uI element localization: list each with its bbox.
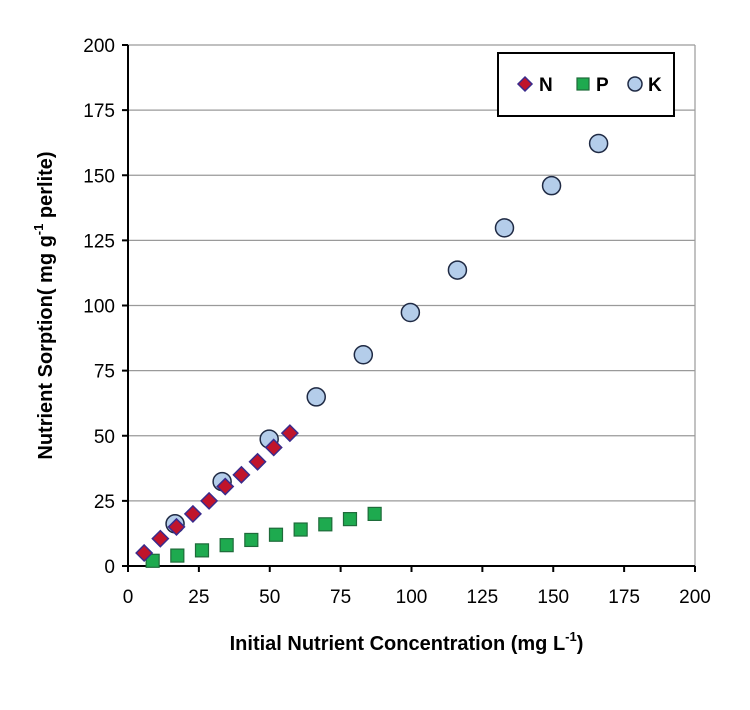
point-n	[167, 517, 186, 536]
point-p	[194, 543, 210, 558]
point-k	[541, 175, 562, 196]
legend-label-n: N	[539, 75, 553, 96]
point-k	[588, 133, 609, 154]
x-tick-label: 175	[608, 587, 640, 608]
legend-label-p: P	[596, 75, 609, 96]
point-n	[280, 424, 299, 443]
point-p	[145, 553, 160, 568]
legend-diamond-marker	[516, 75, 534, 93]
point-p	[342, 512, 358, 527]
y-tick-label: 175	[83, 101, 115, 122]
point-k	[447, 260, 468, 280]
point-k	[494, 218, 515, 238]
y-tick-label: 75	[94, 362, 115, 383]
point-p	[367, 506, 382, 521]
x-tick-label: 50	[259, 587, 280, 608]
data-points	[135, 133, 609, 568]
x-tick-label: 0	[123, 587, 134, 608]
legend-item-k: K	[627, 75, 662, 96]
axes	[122, 44, 696, 572]
y-axis-title-superscript: -1	[31, 224, 46, 236]
legend-label-k: K	[648, 75, 662, 96]
legend-item-p: P	[576, 75, 609, 96]
y-axis-title-main: Nutrient Sorption( mg g	[35, 235, 57, 459]
point-n	[248, 452, 267, 471]
point-n	[151, 529, 170, 548]
point-p	[268, 527, 284, 542]
y-tick-label: 25	[94, 492, 115, 513]
point-p	[318, 517, 333, 532]
x-tick-label: 150	[537, 587, 569, 608]
tick-labels: 0 25 50 75 100 125 150 175 200 0 25 50 75 100 125 150 17…	[83, 36, 711, 608]
y-tick-label: 0	[104, 557, 115, 578]
point-n	[200, 491, 219, 510]
x-axis-title-end: )	[577, 633, 584, 655]
x-axis-title: Initial Nutrient Concentration (mg L-1)	[230, 629, 584, 655]
point-n	[183, 504, 202, 523]
x-tick-label: 200	[679, 587, 711, 608]
x-tick-label: 100	[396, 587, 428, 608]
legend-square-marker	[576, 77, 590, 91]
y-axis-title-end: perlite)	[35, 151, 57, 223]
x-tick-label: 125	[467, 587, 499, 608]
x-tick-label: 25	[188, 587, 209, 608]
point-p	[244, 532, 259, 548]
point-n	[232, 465, 251, 484]
point-n	[216, 477, 235, 496]
y-axis-title: Nutrient Sorption( mg g-1 perlite)	[31, 151, 57, 459]
legend-circle-marker	[627, 76, 643, 92]
x-tick-label: 75	[330, 587, 351, 608]
legend-item-n: N	[516, 75, 553, 96]
y-tick-label: 100	[83, 297, 115, 318]
legend: N P K	[497, 52, 675, 117]
y-tick-label: 150	[83, 166, 115, 187]
x-axis-title-main: Initial Nutrient Concentration (mg L	[230, 633, 566, 655]
point-n	[264, 438, 283, 457]
y-tick-label: 125	[83, 231, 115, 252]
point-p	[170, 548, 185, 563]
point-n	[135, 543, 154, 563]
point-k	[306, 387, 326, 407]
x-axis-title-superscript: -1	[565, 629, 577, 644]
y-tick-label: 200	[83, 36, 115, 57]
y-tick-label: 50	[94, 427, 115, 448]
point-k	[353, 344, 374, 365]
gridlines	[128, 44, 696, 566]
point-p	[293, 522, 308, 537]
point-k	[400, 302, 421, 323]
point-p	[219, 538, 234, 553]
